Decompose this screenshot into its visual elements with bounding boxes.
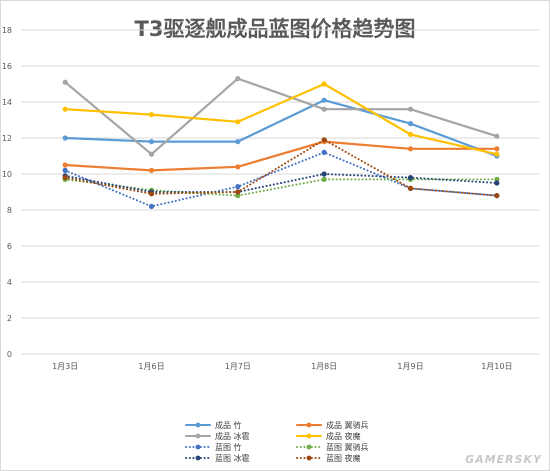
legend-label: 成品 夜魔 (326, 431, 361, 441)
series-7 (62, 137, 500, 199)
legend-swatch-marker (195, 433, 201, 439)
legend-item: 蓝图 翼骑兵 (296, 442, 369, 452)
data-point (494, 180, 500, 186)
data-point (235, 164, 241, 170)
data-point (494, 151, 500, 157)
x-tick-label: 1月7日 (225, 362, 251, 371)
y-tick-label: 2 (7, 314, 12, 323)
data-point (235, 139, 241, 145)
data-point (235, 193, 241, 199)
data-point (494, 176, 500, 182)
legend-swatch-marker (306, 433, 312, 439)
legend-item: 成品 竹 (185, 420, 242, 430)
legend-label: 成品 竹 (215, 420, 242, 430)
legend-swatch-marker (195, 422, 201, 428)
y-tick-label: 4 (7, 278, 12, 287)
data-point (494, 133, 500, 139)
legend-item: 蓝图 竹 (185, 442, 242, 452)
data-point (148, 112, 155, 118)
data-point (321, 171, 327, 177)
data-point (148, 167, 155, 173)
y-tick-label: 18 (2, 26, 12, 35)
legend-item: 蓝图 夜魔 (296, 453, 361, 463)
series-line (64, 173, 498, 193)
legend-label: 蓝图 翼骑兵 (326, 442, 369, 452)
chart-title: T3驱逐舰成品蓝图价格趋势图 (135, 17, 416, 41)
data-point (62, 167, 68, 173)
legend-swatch-marker (195, 444, 201, 450)
data-point (235, 76, 241, 82)
data-point (321, 106, 327, 112)
watermark-text: GAMERSKY (465, 453, 542, 466)
data-point (62, 162, 68, 168)
x-tick-label: 1月6日 (138, 362, 164, 371)
legend-item: 成品 翼骑兵 (296, 420, 369, 430)
series-line (64, 138, 498, 197)
legend-label: 成品 冰雹 (215, 431, 250, 441)
data-point (321, 81, 327, 87)
data-point (407, 131, 414, 137)
y-tick-label: 12 (2, 134, 12, 143)
y-tick-label: 0 (7, 350, 12, 359)
data-point (407, 146, 414, 152)
data-point (235, 189, 241, 195)
legend-swatch-marker (306, 422, 312, 428)
series-3 (62, 81, 500, 157)
legend-item: 成品 冰雹 (185, 431, 250, 441)
series-line (64, 77, 498, 156)
data-point (321, 137, 327, 143)
y-tick-label: 6 (7, 242, 12, 251)
x-tick-label: 1月3日 (52, 362, 78, 371)
data-point (494, 146, 500, 152)
series-1 (62, 139, 500, 173)
data-point (148, 151, 155, 157)
legend-label: 蓝图 夜魔 (326, 453, 361, 463)
legend-swatch-marker (195, 455, 201, 461)
x-tick-label: 1月10日 (481, 362, 512, 371)
y-tick-label: 14 (2, 98, 12, 107)
x-axis-ticks: 1月3日 1月6日 1月7日 1月8日 1月9日 1月10日 (52, 362, 512, 371)
series-line (64, 82, 498, 156)
data-point (407, 106, 414, 112)
data-point (62, 175, 68, 181)
series-2 (62, 76, 500, 157)
legend-label: 蓝图 竹 (215, 442, 242, 452)
data-point (62, 135, 68, 141)
y-tick-label: 16 (2, 62, 12, 71)
series-line (64, 178, 498, 197)
legend-label: 蓝图 冰雹 (215, 453, 250, 463)
data-point (62, 106, 68, 112)
data-point (494, 193, 500, 199)
legend-item: 成品 夜魔 (296, 431, 361, 441)
data-point (62, 79, 68, 85)
y-axis-ticks: 0 2 4 6 8 10 12 14 16 18 (2, 26, 12, 359)
data-point (148, 139, 155, 145)
x-tick-label: 1月8日 (311, 362, 337, 371)
data-point (235, 184, 241, 190)
data-point (148, 191, 155, 197)
series-layer (62, 76, 500, 209)
y-tick-label: 10 (2, 170, 12, 179)
y-tick-label: 8 (7, 206, 12, 215)
data-point (235, 119, 241, 125)
legend-swatch-marker (306, 444, 312, 450)
x-tick-label: 1月9日 (397, 362, 423, 371)
series-line (64, 151, 498, 208)
legend-label: 成品 翼骑兵 (326, 420, 369, 430)
gridlines (22, 29, 540, 355)
series-line (64, 140, 498, 172)
data-point (407, 185, 414, 191)
data-point (407, 121, 414, 127)
legend-swatch-marker (306, 455, 312, 461)
data-point (407, 175, 414, 181)
data-point (321, 176, 327, 182)
data-point (148, 203, 155, 209)
legend-item: 蓝图 冰雹 (185, 453, 250, 463)
data-point (321, 97, 327, 103)
data-point (321, 149, 327, 155)
